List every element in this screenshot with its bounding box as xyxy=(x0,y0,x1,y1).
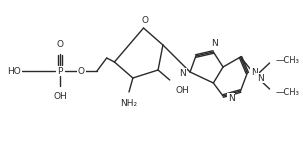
Text: N: N xyxy=(228,94,235,103)
Text: —CH₃: —CH₃ xyxy=(275,87,299,96)
Text: OH: OH xyxy=(53,92,67,101)
Text: OH: OH xyxy=(175,86,189,95)
Text: N: N xyxy=(179,69,186,78)
Text: O: O xyxy=(57,40,64,49)
Text: N: N xyxy=(251,67,258,77)
Text: NH₂: NH₂ xyxy=(120,99,138,108)
Text: O: O xyxy=(78,66,85,75)
Text: P: P xyxy=(58,66,63,75)
Text: —CH₃: —CH₃ xyxy=(275,56,299,65)
Text: HO: HO xyxy=(8,66,21,75)
Text: N: N xyxy=(257,74,264,82)
Text: O: O xyxy=(141,16,148,25)
Text: N: N xyxy=(211,39,218,48)
